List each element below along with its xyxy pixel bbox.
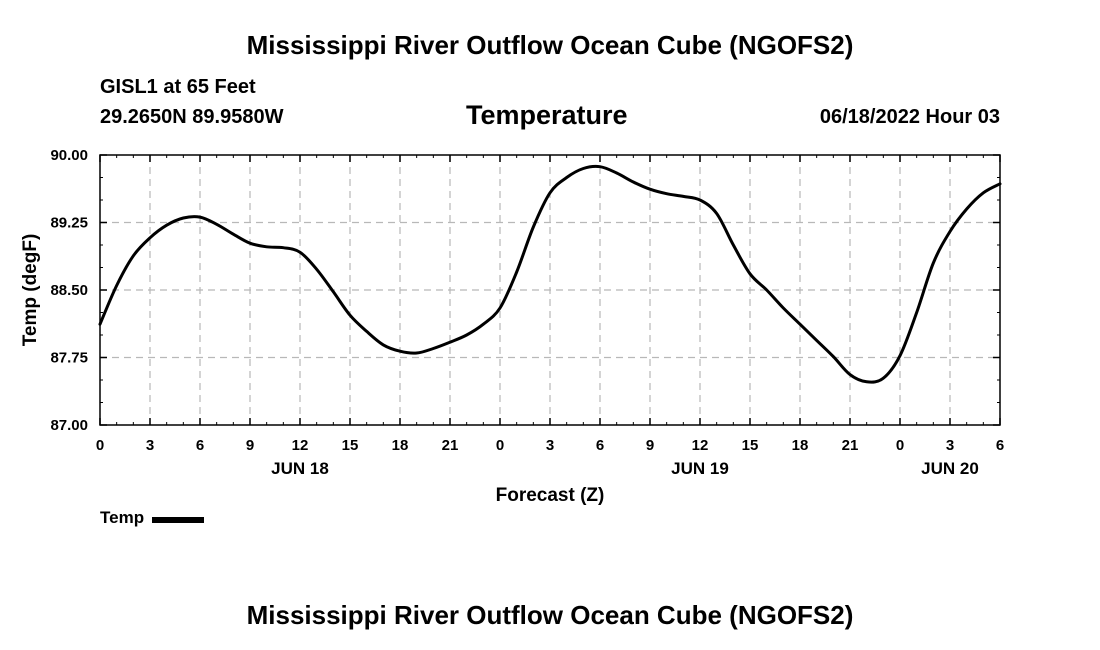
x-tick-label: 0 xyxy=(896,437,904,454)
x-tick-label: 3 xyxy=(146,437,154,454)
x-tick-label: 15 xyxy=(742,437,759,454)
x-tick-label: 6 xyxy=(196,437,204,454)
y-axis-title: Temp (degF) xyxy=(20,234,41,347)
x-tick-label: 0 xyxy=(96,437,104,454)
x-tick-label: 21 xyxy=(842,437,859,454)
date-label: JUN 19 xyxy=(671,459,729,478)
x-tick-label: 18 xyxy=(392,437,409,454)
temp-series-line xyxy=(98,164,1002,384)
x-tick-label: 6 xyxy=(996,437,1004,454)
y-tick-label: 89.25 xyxy=(50,215,88,232)
footer-title: Mississippi River Outflow Ocean Cube (NG… xyxy=(246,600,854,630)
axis-labels: 0 3 6 9 12 15 18 21 0 3 6 9 12 15 18 21 0 3 6 87.00 87.75 88.… xyxy=(20,147,1004,506)
x-tick-label: 15 xyxy=(342,437,359,454)
forecast-datetime: 06/18/2022 Hour 03 xyxy=(819,106,1000,128)
y-tick-label: 87.75 xyxy=(50,350,88,367)
x-tick-label: 12 xyxy=(292,437,309,454)
chart-title: Temperature xyxy=(466,100,628,130)
y-tick-label: 87.00 xyxy=(50,417,88,434)
x-tick-label: 12 xyxy=(692,437,709,454)
grid xyxy=(100,155,1000,425)
legend: Temp xyxy=(100,508,205,528)
legend-label: Temp xyxy=(100,508,145,527)
date-label: JUN 20 xyxy=(921,459,979,478)
x-tick-label: 9 xyxy=(246,437,254,454)
x-tick-label: 9 xyxy=(646,437,654,454)
station-coordinates: 29.2650N 89.9580W xyxy=(100,106,284,128)
x-tick-label: 6 xyxy=(596,437,604,454)
chart-page-title: Mississippi River Outflow Ocean Cube (NG… xyxy=(246,30,854,60)
legend-line-swatch xyxy=(152,516,205,523)
y-tick-label: 88.50 xyxy=(50,282,88,299)
x-tick-label: 21 xyxy=(442,437,459,454)
date-label: JUN 18 xyxy=(271,459,329,478)
plot-frame xyxy=(99,154,1001,426)
x-axis-title: Forecast (Z) xyxy=(496,485,605,506)
station-label: GISL1 at 65 Feet xyxy=(100,76,256,98)
y-tick-label: 90.00 xyxy=(50,147,88,164)
x-tick-label: 18 xyxy=(792,437,809,454)
x-tick-label: 0 xyxy=(496,437,504,454)
x-tick-label: 3 xyxy=(946,437,954,454)
x-tick-label: 3 xyxy=(546,437,554,454)
series-layer xyxy=(98,164,1002,384)
